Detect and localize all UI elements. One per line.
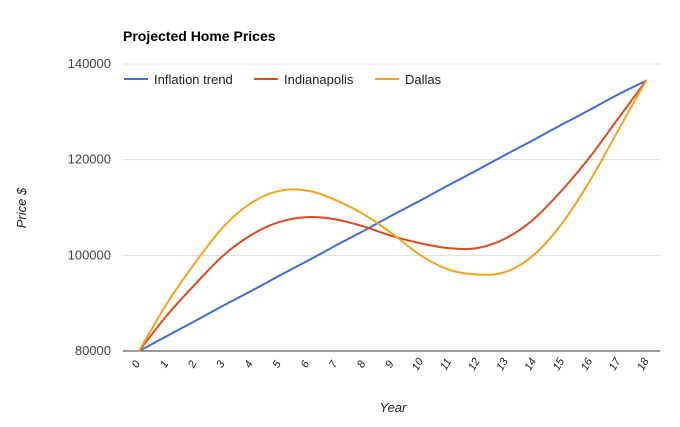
y-axis-label: Price $ bbox=[14, 187, 29, 228]
series-line-indianapolis[interactable] bbox=[138, 79, 647, 352]
y-tick-label: 120000 bbox=[68, 152, 111, 167]
y-axis-ticks: 80000 100000 120000 140000 bbox=[68, 56, 111, 358]
x-tick-label: 4 bbox=[242, 359, 255, 370]
legend-item[interactable]: Dallas bbox=[375, 72, 442, 87]
x-axis-label: Year bbox=[380, 400, 407, 415]
x-tick-label: 1 bbox=[158, 359, 171, 370]
legend-item[interactable]: Inflation trend bbox=[124, 72, 233, 87]
x-tick-label: 12 bbox=[466, 356, 483, 373]
chart-title: Projected Home Prices bbox=[123, 28, 276, 44]
grid bbox=[123, 63, 660, 352]
legend-item[interactable]: Indianapolis bbox=[254, 72, 354, 87]
series-line-dallas[interactable] bbox=[138, 79, 647, 352]
legend-label: Indianapolis bbox=[284, 72, 354, 87]
y-tick-label: 100000 bbox=[68, 247, 111, 262]
y-tick-label: 140000 bbox=[68, 56, 111, 71]
legend-label: Dallas bbox=[405, 72, 442, 87]
x-tick-label: 9 bbox=[383, 359, 396, 370]
legend[interactable]: Inflation trend Indianapolis Dallas bbox=[124, 72, 442, 87]
x-tick-label: 11 bbox=[438, 357, 454, 373]
series bbox=[138, 79, 647, 352]
legend-label: Inflation trend bbox=[154, 72, 233, 87]
x-tick-label: 14 bbox=[522, 356, 539, 373]
y-tick-label: 80000 bbox=[75, 343, 111, 358]
series-line-inflation-trend[interactable] bbox=[138, 79, 647, 352]
